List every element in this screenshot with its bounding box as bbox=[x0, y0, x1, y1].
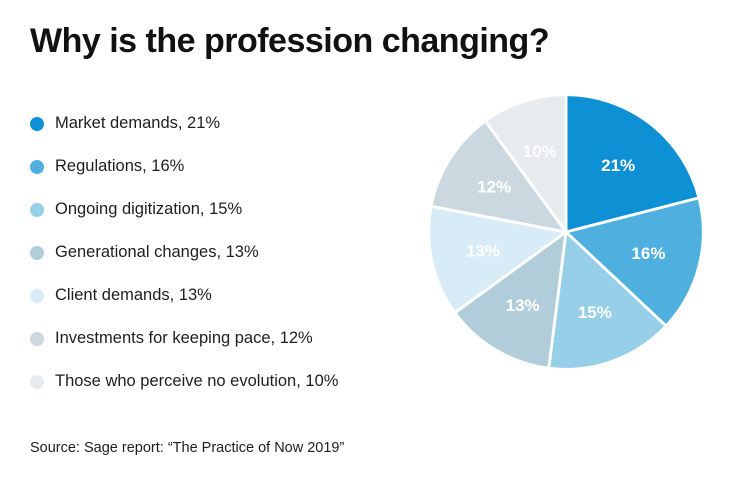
pie-slice-label: 12% bbox=[477, 177, 511, 196]
legend-label: Generational changes, 13% bbox=[55, 243, 259, 261]
pie-slice-label: 21% bbox=[601, 156, 635, 175]
pie-slice-1 bbox=[564, 196, 705, 328]
legend-item: Market demands, 21% bbox=[30, 114, 338, 133]
pie-slice-0 bbox=[564, 93, 701, 234]
source-note: Source: Sage report: “The Practice of No… bbox=[30, 440, 345, 456]
pie-slice-label: 13% bbox=[506, 296, 540, 315]
legend-swatch bbox=[30, 331, 44, 346]
legend-label: Ongoing digitization, 15% bbox=[55, 200, 243, 218]
pie-slice-label: 10% bbox=[523, 142, 557, 161]
pie-slice-3 bbox=[453, 230, 568, 370]
legend-item: Regulations, 16% bbox=[30, 157, 338, 176]
legend-item: Those who perceive no evolution, 10% bbox=[30, 372, 338, 391]
pie-slice-4 bbox=[427, 204, 568, 315]
legend: Market demands, 21% Regulations, 16% Ongoi… bbox=[30, 114, 338, 415]
pie-slice-label: 15% bbox=[578, 303, 612, 322]
pie-chart-container: 21% 16% 15% 13% 13% 12% 10% bbox=[424, 90, 708, 374]
page-title: Why is the profession changing? bbox=[30, 22, 550, 60]
legend-item: Ongoing digitization, 15% bbox=[30, 200, 338, 219]
legend-label: Client demands, 13% bbox=[55, 286, 212, 304]
legend-label: Investments for keeping pace, 12% bbox=[55, 329, 313, 347]
pie-slice-label: 16% bbox=[631, 244, 665, 263]
legend-swatch bbox=[30, 202, 44, 217]
legend-item: Client demands, 13% bbox=[30, 286, 338, 305]
pie-slice-5 bbox=[429, 119, 568, 234]
legend-label: Those who perceive no evolution, 10% bbox=[55, 372, 339, 390]
pie-slice-2 bbox=[547, 230, 668, 371]
pie-chart: 21% 16% 15% 13% 13% 12% 10% bbox=[427, 93, 705, 371]
legend-label: Regulations, 16% bbox=[55, 157, 185, 175]
legend-swatch bbox=[30, 374, 44, 389]
legend-swatch bbox=[30, 116, 44, 131]
legend-swatch bbox=[30, 159, 44, 174]
legend-swatch bbox=[30, 245, 44, 260]
pie-slice-label: 13% bbox=[466, 242, 500, 261]
legend-swatch bbox=[30, 288, 44, 303]
legend-item: Investments for keeping pace, 12% bbox=[30, 329, 338, 348]
legend-label: Market demands, 21% bbox=[55, 114, 221, 132]
pie-slice-6 bbox=[483, 93, 568, 234]
legend-item: Generational changes, 13% bbox=[30, 243, 338, 262]
